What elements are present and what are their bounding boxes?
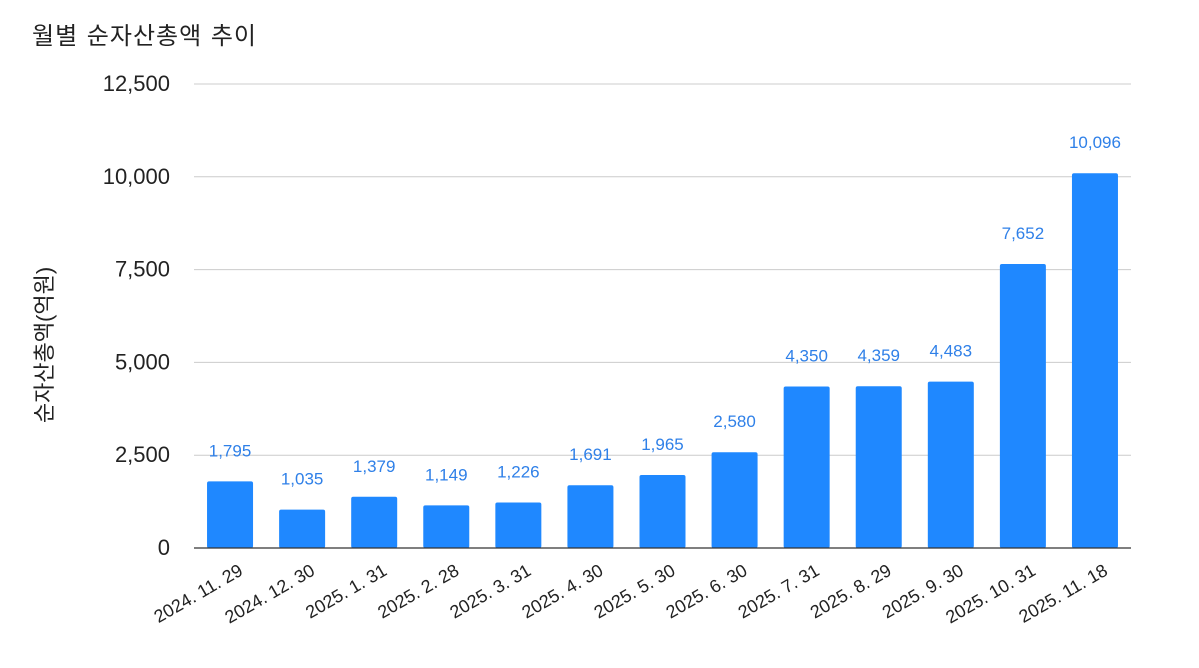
bars	[207, 173, 1118, 548]
bar	[927, 381, 974, 548]
bar	[711, 452, 758, 548]
chart-title: 월별 순자산총액 추이	[32, 22, 257, 50]
bar	[639, 475, 686, 548]
data-label: 1,965	[641, 435, 684, 454]
bar	[567, 485, 614, 548]
bar	[1071, 173, 1118, 548]
y-tick-label: 12,500	[103, 71, 170, 96]
x-tick-label: 2025. 4. 30	[518, 560, 606, 622]
data-label: 1,035	[281, 470, 324, 489]
x-tick-label: 2025. 6. 30	[663, 560, 751, 622]
data-label: 1,379	[353, 457, 396, 476]
data-label: 7,652	[1002, 224, 1045, 243]
y-tick-label: 2,500	[115, 442, 170, 467]
data-label: 1,149	[425, 465, 468, 484]
y-tick-label: 10,000	[103, 164, 170, 189]
bar	[783, 386, 830, 548]
x-tick-label: 2025. 7. 31	[735, 560, 823, 622]
data-label: 4,359	[857, 346, 900, 365]
y-tick-label: 0	[158, 535, 170, 560]
bar	[855, 386, 902, 548]
x-tick-label: 2025. 3. 31	[446, 560, 534, 622]
bar	[279, 509, 326, 548]
y-tick-labels: 0 2,500 5,000 7,500 10,000 12,500	[103, 71, 170, 560]
y-axis-label: 순자산총액(억원)	[32, 267, 57, 423]
y-tick-label: 5,000	[115, 349, 170, 374]
y-tick-label: 7,500	[115, 257, 170, 282]
data-label: 10,096	[1069, 133, 1121, 152]
x-tick-label: 2025. 8. 29	[807, 560, 895, 622]
data-labels: 1,795 1,035 1,379 1,149 1,226 1,691 1,965 2,580…	[209, 133, 1121, 488]
data-label: 1,226	[497, 462, 540, 481]
bar	[351, 496, 398, 548]
x-tick-label: 2025. 2. 28	[374, 560, 462, 622]
bar	[495, 502, 542, 548]
data-label: 1,795	[209, 441, 252, 460]
data-label: 2,580	[713, 412, 756, 431]
data-label: 4,350	[785, 347, 828, 366]
data-label: 1,691	[569, 445, 612, 464]
x-tick-label: 2025. 1. 31	[302, 560, 390, 622]
bar	[999, 263, 1046, 548]
data-label: 4,483	[930, 342, 973, 361]
bar	[423, 505, 470, 548]
gridlines	[194, 83, 1131, 456]
x-tick-label: 2025. 5. 30	[590, 560, 678, 622]
bar	[207, 481, 254, 548]
